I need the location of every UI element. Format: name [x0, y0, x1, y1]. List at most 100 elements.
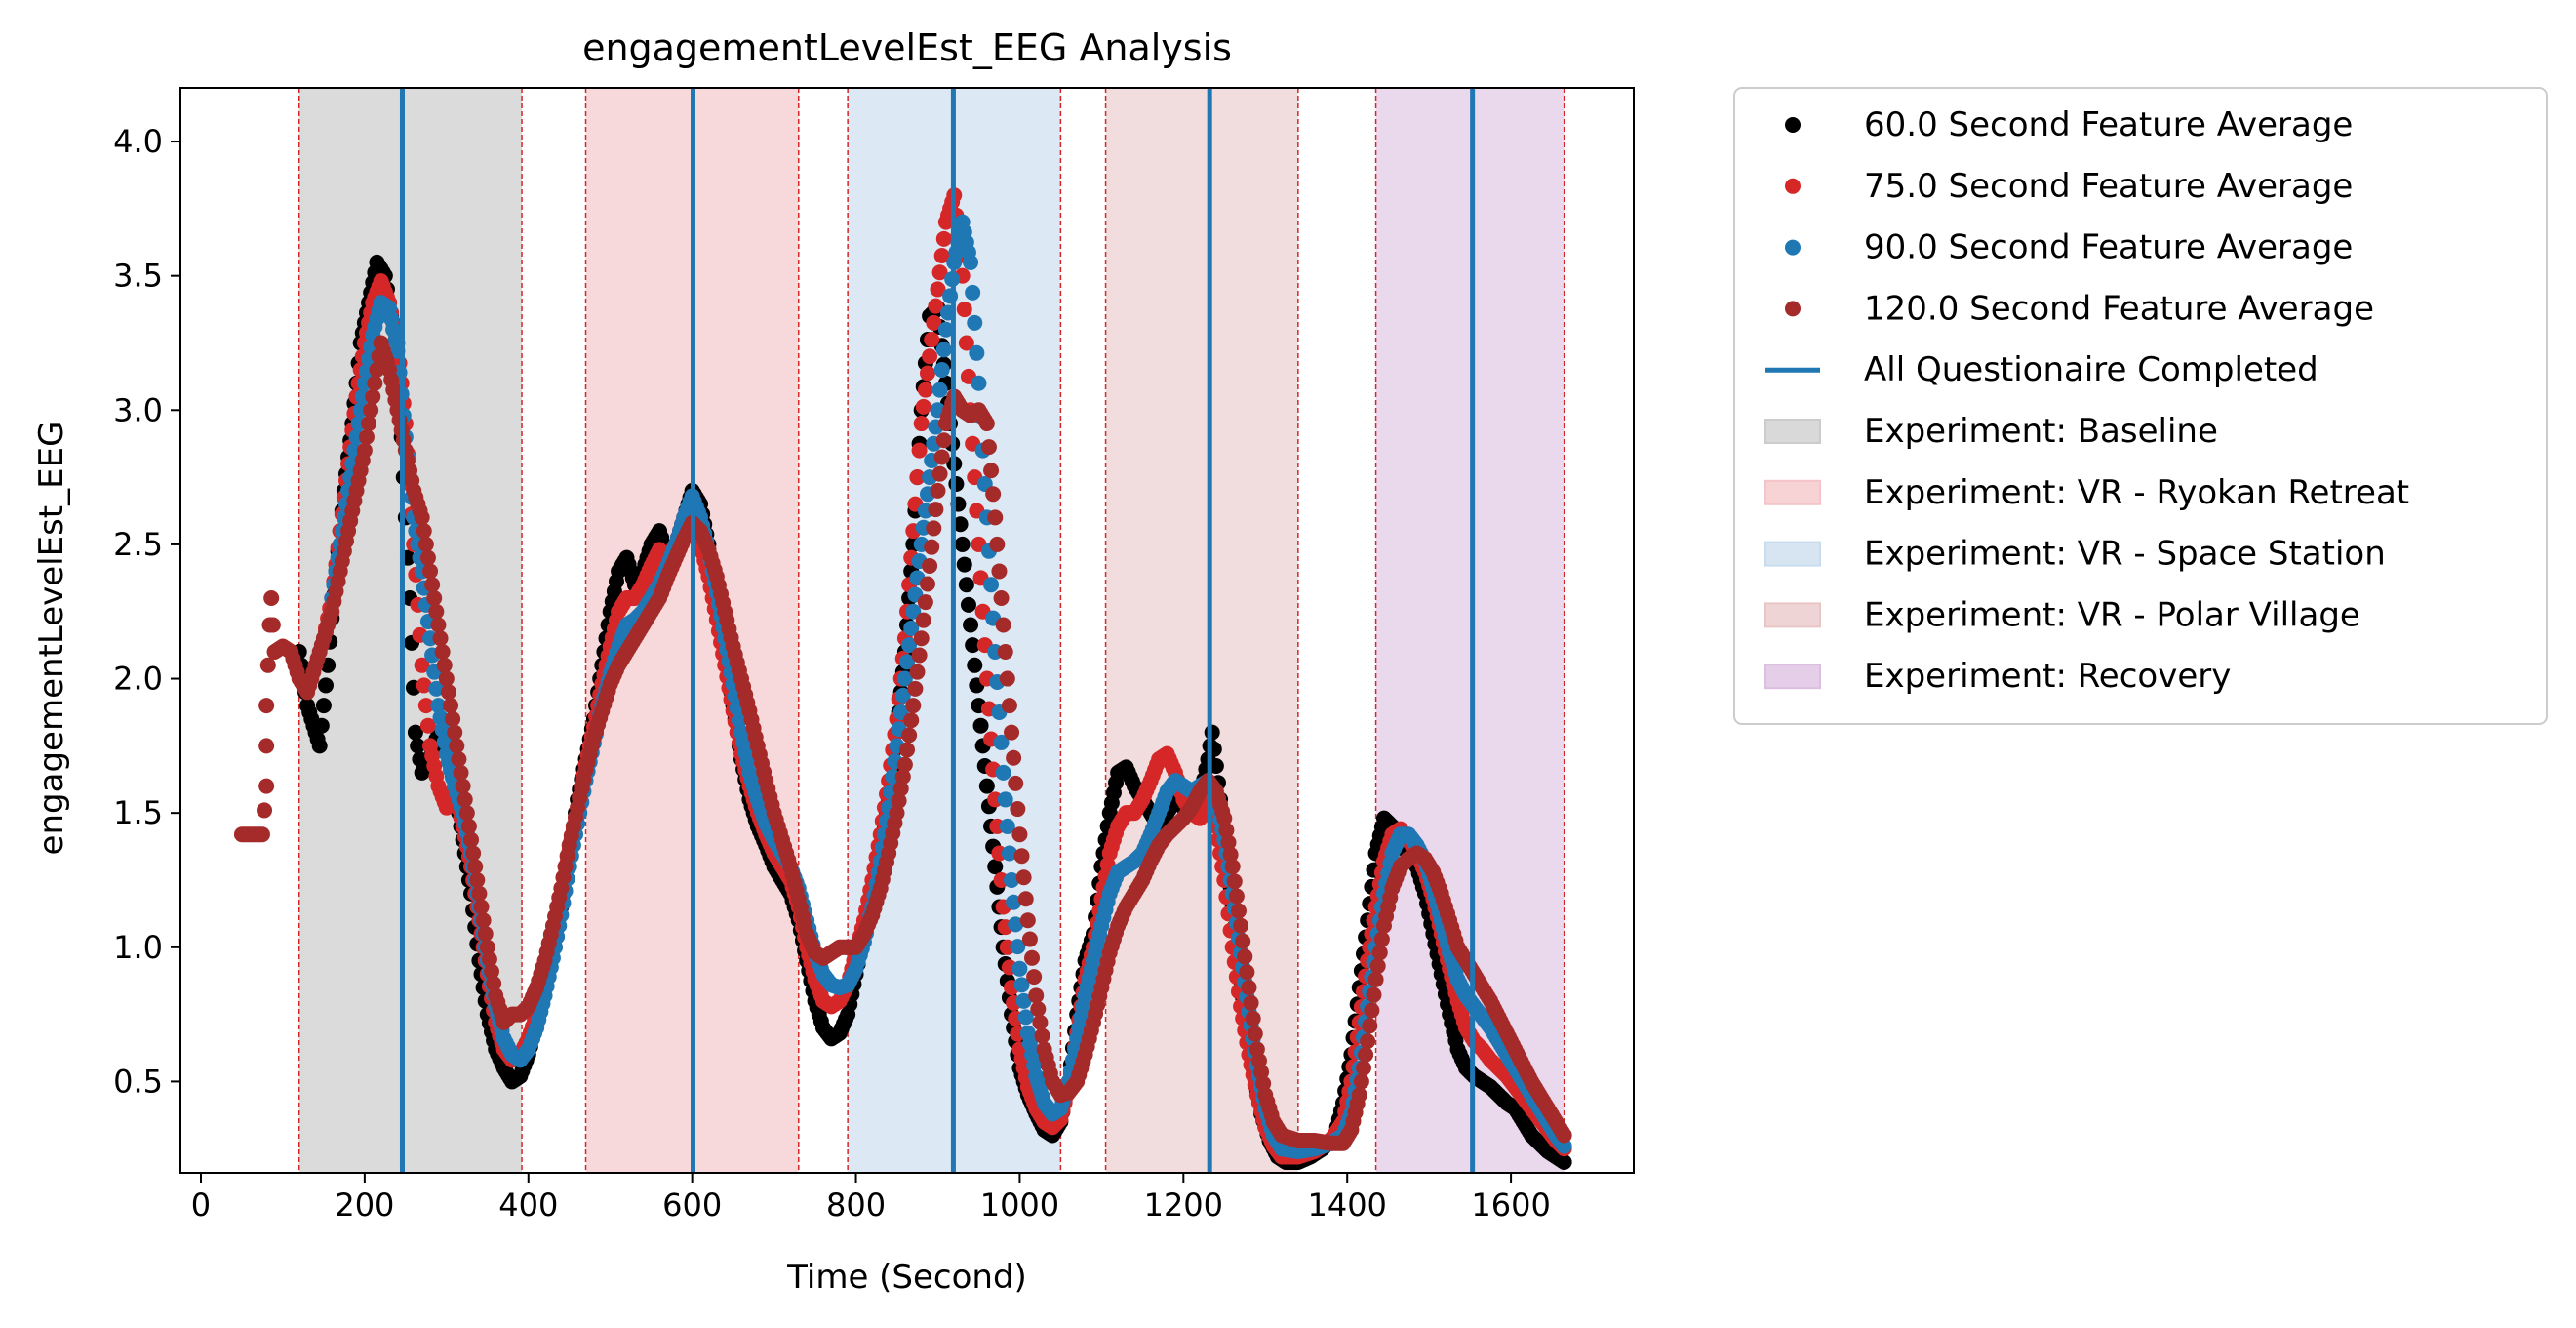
x-tick-label-7: 1400 — [1307, 1187, 1386, 1224]
legend-label-5: Experiment: Baseline — [1864, 412, 2218, 451]
series-3-interp-139-2 — [1364, 1002, 1380, 1019]
series-1-interp-72-3 — [911, 442, 928, 459]
series-3-point-101 — [1019, 912, 1036, 929]
series-0-point-85 — [987, 859, 1004, 875]
legend-patch-8 — [1764, 602, 1821, 628]
series-3-point-163 — [1556, 1127, 1572, 1144]
series-3-interp-30-2 — [443, 698, 459, 714]
series-3-interp-101-3 — [1026, 969, 1043, 986]
y-tick-label-4: 2.5 — [113, 526, 163, 563]
series-3-interp-140-1 — [1369, 958, 1386, 975]
series-3-point-8 — [263, 589, 280, 606]
series-1-interp-74-1 — [924, 332, 940, 348]
x-tick-label-3: 600 — [662, 1187, 722, 1224]
series-0-point-81 — [954, 536, 971, 552]
series-0-point-112 — [1204, 724, 1220, 741]
series-3-point-34 — [471, 885, 488, 902]
series-3-interp-125-1 — [1218, 823, 1235, 839]
series-3-interp-100-2 — [1015, 869, 1032, 886]
series-2-interp-82-2 — [999, 818, 1015, 834]
series-3-interp-100-1 — [1013, 848, 1030, 865]
legend-label-0: 60.0 Second Feature Average — [1864, 105, 2353, 144]
series-1-interp-12-2 — [417, 698, 434, 714]
series-3-point-2 — [254, 826, 270, 843]
series-1-interp-75-3 — [935, 230, 952, 247]
series-0-interp-14-1 — [410, 738, 426, 754]
series-3-interp-2-1 — [257, 802, 273, 819]
series-1-interp-73-3 — [919, 365, 935, 382]
series-3-point-87 — [905, 698, 922, 714]
series-3-point-27 — [414, 509, 430, 526]
series-3-interp-85-2 — [892, 781, 909, 797]
series-2-interp-70-3 — [903, 620, 920, 636]
series-3-point-29 — [430, 617, 447, 633]
series-3-interp-33-2 — [467, 859, 484, 875]
series-3-interp-138-1 — [1353, 1073, 1369, 1090]
series-1-point-12 — [414, 657, 430, 673]
series-3-interp-98-2 — [999, 670, 1015, 687]
x-tick-label-2: 400 — [498, 1187, 558, 1224]
series-3-interp-89-2 — [926, 520, 942, 537]
series-3-point-138 — [1351, 1087, 1367, 1104]
y-axis-label: engagementLevelEst_EEG — [32, 422, 71, 856]
series-3-point-100 — [1011, 826, 1028, 843]
legend-patch-9 — [1764, 664, 1821, 690]
legend-patch-7 — [1764, 541, 1821, 567]
series-3-interp-96-3 — [985, 486, 1002, 503]
series-3-point-88 — [913, 630, 930, 647]
series-3-interp-86-3 — [903, 712, 920, 729]
series-3-interp-126-3 — [1230, 903, 1247, 919]
series-3-interp-29-2 — [434, 644, 451, 661]
series-1-interp-75-1 — [931, 264, 948, 281]
series-3-interp-126-1 — [1226, 873, 1243, 890]
series-3-point-4 — [258, 738, 275, 754]
series-1-interp-12-3 — [419, 717, 436, 734]
series-3-interp-20-2 — [361, 416, 377, 432]
legend-marker-3 — [1785, 301, 1801, 317]
series-3-interp-89-1 — [924, 539, 940, 555]
series-3-point-140 — [1367, 971, 1384, 987]
series-3-point-6 — [259, 657, 276, 673]
series-3-interp-128-1 — [1243, 994, 1259, 1011]
series-1-point-73 — [913, 416, 930, 432]
legend: 60.0 Second Feature Average 75.0 Second F… — [1733, 87, 2548, 725]
legend-label-7: Experiment: VR - Space Station — [1864, 535, 2386, 574]
series-2-point-82 — [995, 764, 1011, 781]
series-1-interp-73-1 — [915, 398, 931, 415]
series-3-interp-35-2 — [483, 963, 499, 980]
series-2-point-147 — [1556, 1138, 1572, 1154]
series-3-point-97 — [987, 509, 1004, 526]
legend-label-1: 75.0 Second Feature Average — [1864, 167, 2353, 206]
legend-marker-2 — [1785, 239, 1801, 256]
series-2-interp-70-1 — [899, 654, 915, 670]
series-3-point-21 — [365, 388, 381, 405]
series-2-interp-84-2 — [1015, 992, 1032, 1009]
plot-area: 0 200 400 600 800 1000 1200 1400 1600 0.5 1.0 1.5 2.… — [113, 87, 1635, 1224]
series-2-interp-74-2 — [933, 362, 950, 379]
series-0-interp-81-1 — [956, 556, 972, 573]
series-3-interp-138-2 — [1355, 1060, 1371, 1076]
series-0-interp-2-3 — [318, 677, 334, 694]
series-3-interp-27-1 — [416, 523, 432, 540]
x-axis-label: Time (Second) — [786, 1258, 1027, 1297]
series-3-interp-127-1 — [1235, 933, 1251, 949]
x-tick-label-5: 1000 — [980, 1187, 1059, 1224]
series-3-point-85 — [889, 805, 905, 822]
series-3-interp-86-2 — [901, 727, 918, 744]
series-3-point-20 — [356, 442, 373, 459]
legend-label-8: Experiment: VR - Polar Village — [1864, 595, 2360, 634]
series-3-point-125 — [1216, 810, 1233, 826]
series-3-interp-87-3 — [911, 647, 928, 664]
series-2-interp-69-3 — [894, 687, 911, 704]
series-2-interp-74-3 — [935, 342, 952, 358]
series-2-interp-78-2 — [967, 314, 983, 331]
series-3-interp-30-1 — [440, 684, 456, 701]
series-3-interp-125-2 — [1220, 834, 1237, 851]
y-tick-label-6: 3.5 — [113, 258, 163, 295]
series-1-point-75 — [930, 281, 946, 298]
series-3-point-86 — [896, 756, 913, 773]
series-2-interp-49-3 — [731, 712, 747, 729]
series-3-interp-31-1 — [449, 738, 465, 754]
series-1-interp-74-3 — [928, 298, 944, 314]
series-3-interp-29-3 — [436, 657, 453, 673]
